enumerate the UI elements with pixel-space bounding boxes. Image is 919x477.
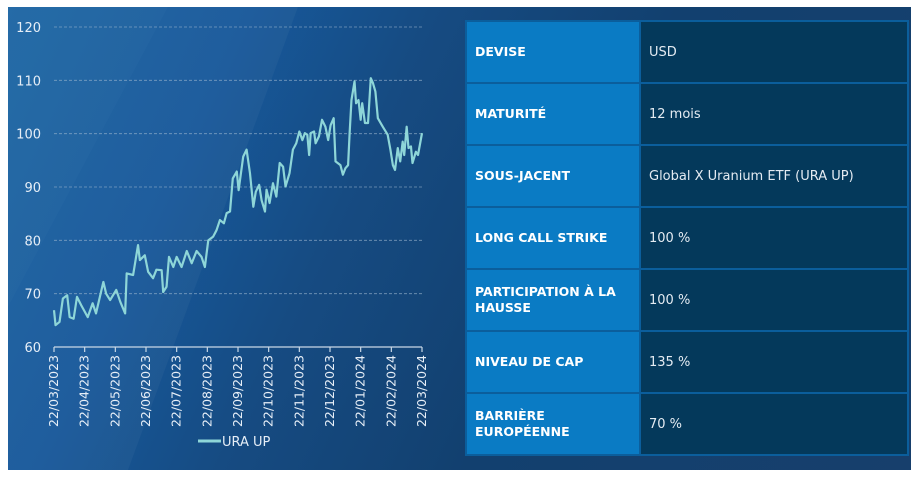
x-tick-label: 22/10/2023: [261, 355, 276, 427]
term-label: DEVISE: [465, 20, 641, 84]
product-panel: 60 70 80 90 100 110 120 22/03/2023 22/04/2023 22/…: [8, 7, 911, 470]
table-row: LONG CALL STRIKE 100 %: [465, 206, 909, 270]
term-label: BARRIÈRE EUROPÉENNE: [465, 392, 641, 456]
table-row: BARRIÈRE EUROPÉENNE 70 %: [465, 392, 909, 456]
y-tick-label: 90: [24, 181, 41, 196]
term-value: 100 %: [639, 206, 909, 270]
x-tick-label: 22/03/2023: [46, 355, 61, 427]
legend-label: URA UP: [222, 435, 271, 450]
term-label: PARTICIPATION À LA HAUSSE: [465, 268, 641, 332]
x-tick-label: 22/06/2023: [138, 355, 153, 427]
term-value: USD: [639, 20, 909, 84]
x-tick-label: 22/04/2023: [77, 355, 92, 427]
y-tick-label: 120: [16, 21, 41, 36]
term-value: Global X Uranium ETF (URA UP): [639, 144, 909, 208]
x-tick-label: 22/01/2024: [353, 355, 368, 427]
term-label: SOUS-JACENT: [465, 144, 641, 208]
y-tick-label: 70: [24, 288, 41, 303]
term-label: NIVEAU DE CAP: [465, 330, 641, 394]
y-tick-label: 80: [24, 234, 41, 249]
term-label: MATURITÉ: [465, 82, 641, 146]
x-tick-label: 22/02/2024: [383, 355, 398, 427]
term-value: 135 %: [639, 330, 909, 394]
x-tick-label: 22/08/2023: [199, 355, 214, 427]
table-row: NIVEAU DE CAP 135 %: [465, 330, 909, 394]
x-tick-label: 22/07/2023: [169, 355, 184, 427]
x-tick-label: 22/11/2023: [291, 355, 306, 427]
table-row: MATURITÉ 12 mois: [465, 82, 909, 146]
term-value: 12 mois: [639, 82, 909, 146]
price-chart: 60 70 80 90 100 110 120 22/03/2023 22/04/2023 22/…: [16, 21, 429, 450]
table-row: PARTICIPATION À LA HAUSSE 100 %: [465, 268, 909, 332]
x-tick-label: 22/03/2024: [414, 355, 429, 427]
table-row: DEVISE USD: [465, 20, 909, 84]
term-label: LONG CALL STRIKE: [465, 206, 641, 270]
y-tick-label: 100: [16, 128, 41, 143]
y-tick-label: 110: [16, 74, 41, 89]
term-value: 70 %: [639, 392, 909, 456]
product-terms-table: DEVISE USD MATURITÉ 12 mois SOUS-JACENT Globa…: [465, 20, 909, 456]
x-tick-label: 22/09/2023: [230, 355, 245, 427]
series-line-ura-up: [52, 77, 424, 327]
term-value: 100 %: [639, 268, 909, 332]
x-tick-label: 22/05/2023: [107, 355, 122, 427]
y-tick-label: 60: [24, 341, 41, 356]
table-row: SOUS-JACENT Global X Uranium ETF (URA UP): [465, 144, 909, 208]
x-tick-label: 22/12/2023: [322, 355, 337, 427]
